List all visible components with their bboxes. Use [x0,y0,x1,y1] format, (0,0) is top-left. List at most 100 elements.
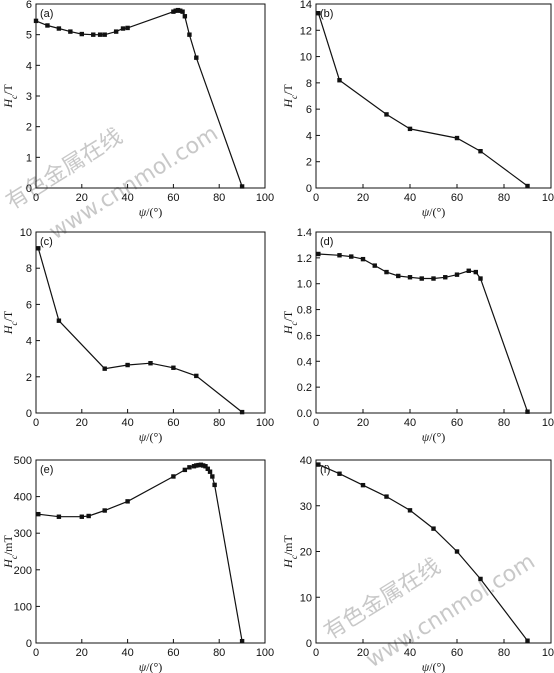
y-tick-label: 12 [300,25,312,37]
plot-frame [315,3,552,189]
data-point [196,462,201,468]
panel-label: (c) [40,236,53,248]
data-point [478,576,483,582]
data-point [239,184,245,189]
x-axis-title: ψ/(°) [139,205,163,219]
y-tick-label: 8 [306,78,312,90]
x-tick-label: 100 [542,192,554,204]
data-point [337,471,342,476]
x-tick-label: 40 [404,417,416,429]
data-point [407,275,413,280]
data-point [384,112,389,117]
x-tick-label: 20 [357,647,369,659]
data-point [316,251,321,257]
y-tick-label: 10 [300,52,312,64]
x-tick-label: 0 [33,647,39,659]
data-point [175,7,181,13]
data-point [148,361,153,366]
chart-panel: 0 100 200 300 400 500 0 20 40 60 80 100 (e) Hc/mT ψ/(°… [1,455,274,673]
y-tick-label: 0.6 [297,330,312,342]
data-point [178,8,183,13]
x-tick-label: 40 [121,417,133,429]
data-point [431,526,436,531]
y-tick-label: 3 [26,91,32,103]
data-point [120,26,126,31]
data-point [407,508,413,513]
x-tick-label: 80 [213,647,225,659]
data-point [212,482,217,488]
data-point [525,409,530,414]
y-tick-label: 20 [300,547,312,559]
data-point [210,474,215,479]
data-point [525,183,530,189]
y-tick-label: 0 [306,638,312,650]
y-tick-label: 14 [300,0,312,11]
data-point [36,246,41,251]
data-point [473,269,478,275]
y-tick-label: 0.0 [297,408,312,420]
data-point [187,32,192,37]
data-point [239,409,245,415]
x-tick-label: 60 [451,647,463,659]
y-tick-label: 0.4 [297,356,312,368]
data-point [337,78,342,83]
y-tick-label: 30 [300,501,312,513]
y-tick-label: 0 [306,183,312,195]
x-tick-label: 100 [542,647,554,659]
data-point [102,32,107,37]
x-axis-title: ψ/(°) [422,430,446,444]
y-tick-label: 40 [300,455,312,467]
x-tick-label: 80 [498,647,510,659]
data-point [360,256,366,262]
data-point [56,318,62,323]
data-point [171,9,176,14]
panel-label: (d) [320,236,333,248]
y-tick-label: 1 [26,152,32,164]
panel-label: (e) [40,464,53,476]
data-point [454,272,460,277]
y-tick-label: 300 [14,528,32,540]
data-point [454,135,460,141]
x-tick-label: 40 [404,192,416,204]
data-point [431,276,436,281]
data-point [56,26,62,31]
y-axis-title: Hc/T [1,310,19,335]
panel-label: (f) [320,464,330,476]
x-axis-title: ψ/(°) [422,660,446,673]
y-axis-title: Hc/T [281,310,299,335]
panel-label: (b) [320,8,333,20]
data-point [33,18,39,24]
y-axis-title: Hc/mT [1,534,19,568]
x-tick-label: 0 [313,647,319,659]
y-tick-label: 6 [26,299,32,311]
y-tick-label: 1.0 [297,279,312,291]
series-line [37,248,243,413]
data-point [180,9,185,14]
data-point [194,373,199,379]
data-point [97,32,103,37]
y-tick-label: 200 [14,565,32,577]
y-tick-label: 2 [306,157,312,169]
x-tick-label: 0 [33,417,39,429]
data-point [207,469,213,474]
data-point [187,465,192,470]
data-point [125,499,130,504]
x-tick-label: 40 [404,647,416,659]
data-point [205,466,210,471]
data-point [171,365,176,370]
data-point [203,464,208,469]
x-tick-label: 60 [451,417,463,429]
data-point [478,276,483,281]
y-axis-title: Hc/T [1,84,19,109]
x-tick-label: 100 [256,417,274,429]
data-point [125,25,130,31]
chart-panel: 0 10 20 30 40 0 20 40 60 80 100 (f) Hc/mT ψ/(°) [281,455,554,673]
data-point [454,549,460,554]
series-line [317,13,528,187]
y-tick-label: 0 [26,408,32,420]
data-point [198,462,204,467]
panel-label: (a) [40,8,53,20]
data-point [396,273,401,279]
